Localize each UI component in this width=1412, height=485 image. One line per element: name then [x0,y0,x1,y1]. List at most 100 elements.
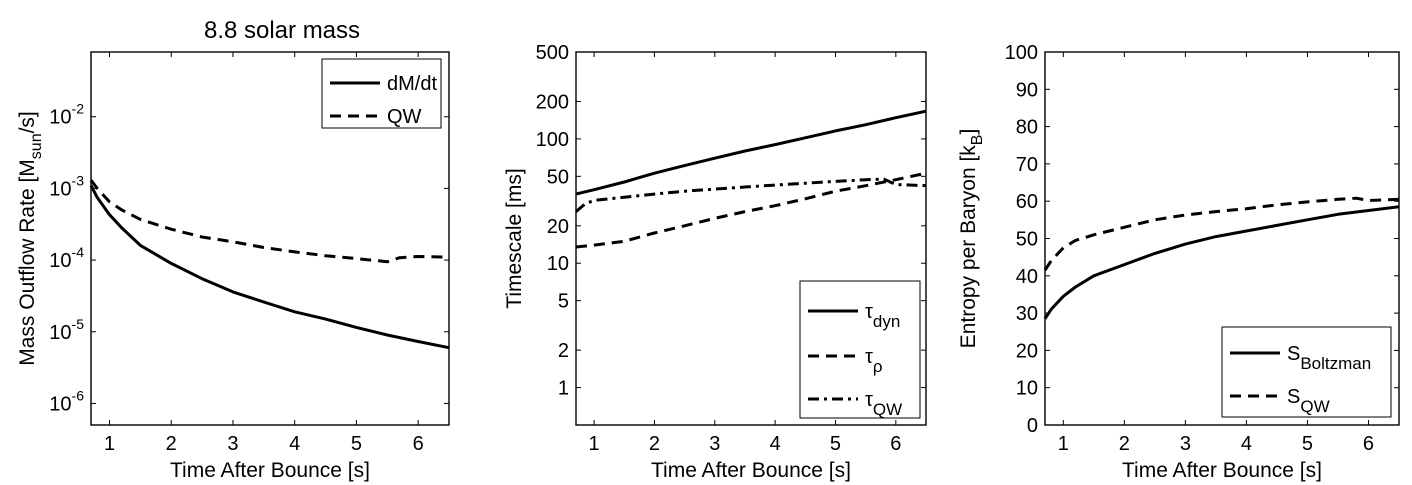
y-tick-label: 80 [1016,117,1038,139]
y-axis-label-text: Mass Outflow Rate [16,188,39,365]
y-axis-label: Entropy per Baryon [kB] [957,129,986,349]
y-tick-label: 10-6 [49,387,84,415]
y-tick-base: 10 [49,393,71,415]
x-tick-label: 6 [413,433,424,455]
x-tick-label: 5 [1302,433,1313,455]
y-tick-label: 10-5 [49,316,84,344]
y-tick-label: 0 [1027,415,1038,437]
y-tick-label: 100 [1005,42,1038,64]
y-tick-base: 10 [49,178,71,200]
legend: dM/dt QW [321,58,442,129]
y-tick-base: 10 [49,250,71,272]
y-tick-label: 50 [1016,229,1038,251]
y-axis-unit-tail: ] [957,129,980,135]
legend-label-text: τ [865,389,873,411]
y-tick-label: 70 [1016,154,1038,176]
x-tick-label: 1 [104,433,115,455]
legend-label-2: τρ [865,346,883,376]
x-tick-label: 3 [709,433,720,455]
y-tick-label: 5 [558,291,569,313]
x-tick-label: 2 [649,433,660,455]
y-tick-label: 10 [1016,378,1038,400]
y-tick-label: 2 [558,340,569,362]
y-tick-label: 10 [547,253,569,275]
y-axis-label-text: Entropy per Baryon [k [957,145,980,349]
y-tick-label: 50 [547,166,569,188]
series-line-2-1 [575,109,927,196]
y-tick-label: 500 [536,42,569,64]
y-axis-label: Timescale [ms] [503,168,526,308]
x-tick-label: 4 [1241,433,1252,455]
x-tick-label: 4 [289,433,300,455]
legend-label-text: τ [865,346,873,368]
x-axis-label: Time After Bounce [s] [1122,459,1322,482]
x-tick-label: 3 [1180,433,1191,455]
panel-2: 1 2 3 4 5 6 1 2 5 10 20 50 100 200 500 Time After Bounc… [503,42,927,482]
y-tick-exponent: -6 [72,387,85,403]
y-tick-base: 10 [49,322,71,344]
legend-label-2: QW [387,106,422,128]
y-tick-exponent: -4 [72,244,85,260]
y-tick-exponent: -2 [72,101,85,117]
legend-label-text: S [1287,343,1300,365]
legend-label-3: τQW [865,389,902,419]
x-tick-label: 5 [351,433,362,455]
x-tick-label: 2 [1119,433,1130,455]
legend-label-subscript: dyn [873,312,900,331]
legend-label-1: dM/dt [387,73,437,95]
legend-label-subscript: ρ [873,357,883,376]
x-tick-label: 1 [589,433,600,455]
y-tick-label: 10-4 [49,244,84,272]
legend-label-subscript: Boltzman [1300,354,1371,373]
x-tick-label: 5 [830,433,841,455]
x-axis-label: Time After Bounce [s] [651,459,851,482]
figure-title: 8.8 solar mass [204,17,360,44]
series-line-3-2 [1043,196,1400,272]
plot-frame [575,51,927,426]
x-tick-label: 1 [1058,433,1069,455]
legend-label-1: SBoltzman [1287,343,1371,373]
y-axis-label-text: Timescale [ms] [503,168,526,308]
y-tick-label: 30 [1016,303,1038,325]
x-axis-label: Time After Bounce [s] [170,459,370,482]
x-tick-label: 6 [890,433,901,455]
x-tick-label: 2 [166,433,177,455]
legend-label-1: τdyn [865,301,900,331]
legend-label-text: τ [865,301,873,323]
y-tick-label: 100 [536,129,569,151]
series-line-1-1 [89,184,450,350]
y-tick-base: 10 [49,107,71,129]
legend-box [799,280,921,419]
x-tick-label: 4 [770,433,781,455]
legend-label-text: dM/dt [387,73,437,95]
y-tick-label: 200 [536,91,569,113]
y-tick-exponent: -3 [72,172,85,188]
y-tick-label: 20 [547,216,569,238]
x-tick-label: 6 [1363,433,1374,455]
legend-box [1221,326,1392,418]
series-line-2-3 [575,177,927,213]
legend-box [321,58,442,129]
legend-label-subscript: QW [873,400,902,419]
y-axis-unit-subscript: sun [28,133,45,159]
y-tick-label: 10-2 [49,101,84,129]
y-tick-label: 90 [1016,79,1038,101]
series-line-3-1 [1043,205,1400,320]
legend-label-subscript: QW [1300,397,1329,416]
y-tick-label: 40 [1016,266,1038,288]
legend-label-text: QW [387,106,422,128]
y-axis-unit: [M [16,159,39,188]
y-axis-unit-tail: /s] [16,111,39,133]
plot-frame [90,51,450,426]
x-tick-label: 3 [227,433,238,455]
y-tick-label: 1 [558,378,569,400]
y-tick-label: 10-3 [49,172,84,200]
series-line-2-2 [575,171,927,249]
y-axis-label: Mass Outflow Rate [Msun/s] [16,111,45,366]
legend-label-text: S [1287,386,1300,408]
